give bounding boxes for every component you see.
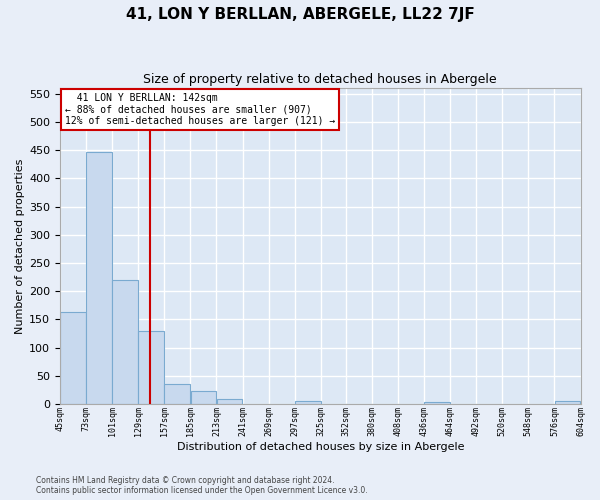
Bar: [60, 312, 86, 404]
Bar: [112, 280, 138, 404]
Bar: [217, 398, 242, 404]
X-axis label: Distribution of detached houses by size in Abergele: Distribution of detached houses by size …: [176, 442, 464, 452]
Title: Size of property relative to detached houses in Abergele: Size of property relative to detached ho…: [143, 72, 497, 86]
Bar: [86, 152, 112, 404]
Y-axis label: Number of detached properties: Number of detached properties: [15, 158, 25, 334]
Text: 41, LON Y BERLLAN, ABERGELE, LL22 7JF: 41, LON Y BERLLAN, ABERGELE, LL22 7JF: [125, 8, 475, 22]
Bar: [295, 402, 320, 404]
Bar: [191, 391, 216, 404]
Bar: [139, 331, 164, 404]
Text: 41 LON Y BERLLAN: 142sqm  
← 88% of detached houses are smaller (907)
12% of sem: 41 LON Y BERLLAN: 142sqm ← 88% of detach…: [65, 93, 335, 126]
Bar: [554, 402, 580, 404]
Bar: [164, 384, 190, 404]
Bar: [424, 402, 450, 404]
Text: Contains HM Land Registry data © Crown copyright and database right 2024.
Contai: Contains HM Land Registry data © Crown c…: [36, 476, 368, 495]
